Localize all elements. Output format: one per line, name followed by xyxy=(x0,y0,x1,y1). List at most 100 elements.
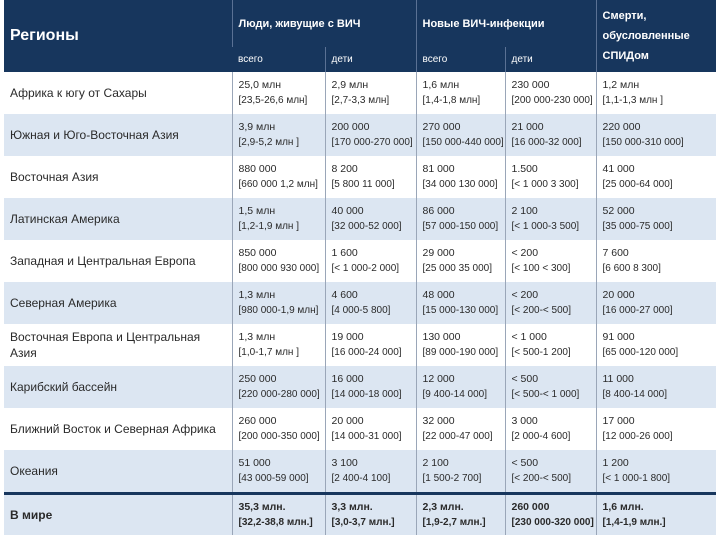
estimate-value: 260 000 xyxy=(238,415,277,427)
estimate-value: 2,9 млн xyxy=(331,79,369,91)
living-total-cell: 1,3 млн [980 000-1,9 млн] xyxy=(231,282,325,324)
estimate-range: [800 000 930 000] xyxy=(238,263,320,274)
estimate-range: [1,4-1,9 млн.] xyxy=(602,517,666,528)
estimate-value: 2,3 млн. xyxy=(422,501,464,513)
living-children-cell: 20 000 [14 000-31 000] xyxy=(324,408,416,450)
estimate-range: [8 400-14 000] xyxy=(602,389,668,400)
table-row: Западная и Центральная Европа 850 000 [800… xyxy=(4,240,716,282)
estimate-value: 200 000 xyxy=(331,121,370,133)
living-total-cell: 51 000 [43 000-59 000] xyxy=(231,450,325,494)
estimate-value: 35,3 млн. xyxy=(238,501,286,513)
estimate-value: 1,3 млн xyxy=(238,331,276,343)
new-total-cell: 32 000 [22 000-47 000] xyxy=(415,408,505,450)
new-children-cell: 230 000 [200 000-230 000] xyxy=(504,72,596,114)
estimate-value: 1 200 xyxy=(602,457,629,469)
estimate-range: [< 500-< 1 000] xyxy=(511,389,580,400)
new-total-cell: 48 000 [15 000-130 000] xyxy=(415,282,505,324)
estimate-value: 7 600 xyxy=(602,247,629,259)
estimate-range: [34 000 130 000] xyxy=(422,179,498,190)
new-children-cell: < 200 [< 200-< 500] xyxy=(504,282,596,324)
estimate-range: [14 000-18 000] xyxy=(331,389,402,400)
estimate-value: 25,0 млн xyxy=(238,79,282,91)
table-row: Латинская Америка 1,5 млн [1,2-1,9 млн ] 40… xyxy=(4,198,716,240)
estimate-value: 52 000 xyxy=(602,205,635,217)
estimate-value: 29 000 xyxy=(422,247,455,259)
new-children-cell: 2 100 [< 1 000-3 500] xyxy=(504,198,596,240)
estimate-range: [16 000-24 000] xyxy=(331,347,402,358)
new-children-cell: 3 000 [2 000-4 600] xyxy=(504,408,596,450)
new-total-cell: 12 000 [9 400-14 000] xyxy=(415,366,505,408)
estimate-value: 81 000 xyxy=(422,163,455,175)
new-children-subheader: дети xyxy=(504,47,596,72)
deaths-cell: 41 000 [25 000-64 000] xyxy=(595,156,716,198)
deaths-cell: 20 000 [16 000-27 000] xyxy=(595,282,716,324)
living-children-cell: 2,9 млн [2,7-3,3 млн] xyxy=(324,72,416,114)
estimate-value: 2 100 xyxy=(511,205,538,217)
estimate-range: [1,4-1,8 млн] xyxy=(422,95,481,106)
estimate-range: [3,0-3,7 млн.] xyxy=(331,517,395,528)
estimate-value: 130 000 xyxy=(422,331,461,343)
living-children-cell: 19 000 [16 000-24 000] xyxy=(324,324,416,366)
estimate-value: < 500 xyxy=(511,373,539,385)
estimate-range: [1,9-2,7 млн.] xyxy=(422,517,486,528)
living-children-cell: 4 600 [4 000-5 800] xyxy=(324,282,416,324)
estimate-value: 3 000 xyxy=(511,415,538,427)
estimate-range: [< 1 000 3 300] xyxy=(511,179,579,190)
new-total-cell: 130 000 [89 000-190 000] xyxy=(415,324,505,366)
estimate-range: [2 400-4 100] xyxy=(331,473,391,484)
aids-deaths-header-line3: СПИДом xyxy=(602,50,649,62)
estimate-range: [9 400-14 000] xyxy=(422,389,488,400)
deaths-cell: 11 000 [8 400-14 000] xyxy=(595,366,716,408)
estimate-range: [57 000-150 000] xyxy=(422,221,499,232)
table-row: Африка к югу от Сахары 25,0 млн [23,5-26,6… xyxy=(4,72,716,114)
estimate-value: 11 000 xyxy=(602,373,634,385)
estimate-value: 850 000 xyxy=(238,247,277,259)
deaths-cell: 7 600 [6 600 8 300] xyxy=(595,240,716,282)
deaths-cell: 1,6 млн. [1,4-1,9 млн.] xyxy=(595,492,716,535)
estimate-range: [150 000-440 000] xyxy=(422,137,504,148)
hiv-statistics-table: Регионы Люди, живущие с ВИЧ Новые ВИЧ-ин… xyxy=(4,0,716,535)
aids-deaths-header-line2: обусловленные xyxy=(602,30,690,42)
region-name-cell: Океания xyxy=(4,450,232,494)
region-name-cell: Южная и Юго-Восточная Азия xyxy=(4,114,232,156)
estimate-range: [1,1-1,3 млн ] xyxy=(602,95,663,106)
estimate-value: 4 600 xyxy=(331,289,358,301)
living-children-cell: 40 000 [32 000-52 000] xyxy=(324,198,416,240)
estimate-value: 1,3 млн xyxy=(238,289,276,301)
living-total-cell: 850 000 [800 000 930 000] xyxy=(231,240,325,282)
region-name-cell: Латинская Америка xyxy=(4,198,232,240)
living-total-cell: 880 000 [660 000 1,2 млн] xyxy=(231,156,325,198)
estimate-value: 3,3 млн. xyxy=(331,501,373,513)
estimate-value: 270 000 xyxy=(422,121,461,133)
new-children-cell: 260 000 [230 000-320 000] xyxy=(504,492,596,535)
estimate-range: [6 600 8 300] xyxy=(602,263,661,274)
new-children-cell: < 500 [< 500-< 1 000] xyxy=(504,366,596,408)
estimate-value: 1,6 млн xyxy=(422,79,460,91)
estimate-value: 16 000 xyxy=(331,373,364,385)
estimate-range: [< 1 000-3 500] xyxy=(511,221,580,232)
region-name-cell: Восточная Азия xyxy=(10,170,99,184)
new-children-cell: < 1 000 [< 500-1 200] xyxy=(504,324,596,366)
deaths-cell: 1,2 млн [1,1-1,3 млн ] xyxy=(595,72,716,114)
estimate-range: [89 000-190 000] xyxy=(422,347,499,358)
estimate-range: [12 000-26 000] xyxy=(602,431,673,442)
new-total-cell: 1,6 млн [1,4-1,8 млн] xyxy=(415,72,505,114)
estimate-range: [16 000-32 000] xyxy=(511,137,582,148)
new-total-cell: 2,3 млн. [1,9-2,7 млн.] xyxy=(415,492,505,535)
new-children-cell: < 500 [< 200-< 500] xyxy=(504,450,596,494)
estimate-range: [25 000 35 000] xyxy=(422,263,493,274)
estimate-range: [22 000-47 000] xyxy=(422,431,493,442)
estimate-value: 32 000 xyxy=(422,415,455,427)
region-name-cell: В мире xyxy=(4,492,232,535)
living-children-cell: 1 600 [< 1 000-2 000] xyxy=(324,240,416,282)
table-row: Восточная Европа и Центральная Азия 1,3 м… xyxy=(4,324,716,366)
new-total-cell: 2 100 [1 500-2 700] xyxy=(415,450,505,494)
region-name-cell: Карибский бассейн xyxy=(4,366,232,408)
regions-header: Регионы xyxy=(4,0,232,72)
new-children-cell: 1.500 [< 1 000 3 300] xyxy=(504,156,596,198)
new-infections-header: Новые ВИЧ-инфекции xyxy=(415,0,596,47)
estimate-range: [16 000-27 000] xyxy=(602,305,673,316)
estimate-value: 8 200 xyxy=(331,163,358,175)
estimate-value: 20 000 xyxy=(331,415,364,427)
estimate-value: 2 100 xyxy=(422,457,449,469)
